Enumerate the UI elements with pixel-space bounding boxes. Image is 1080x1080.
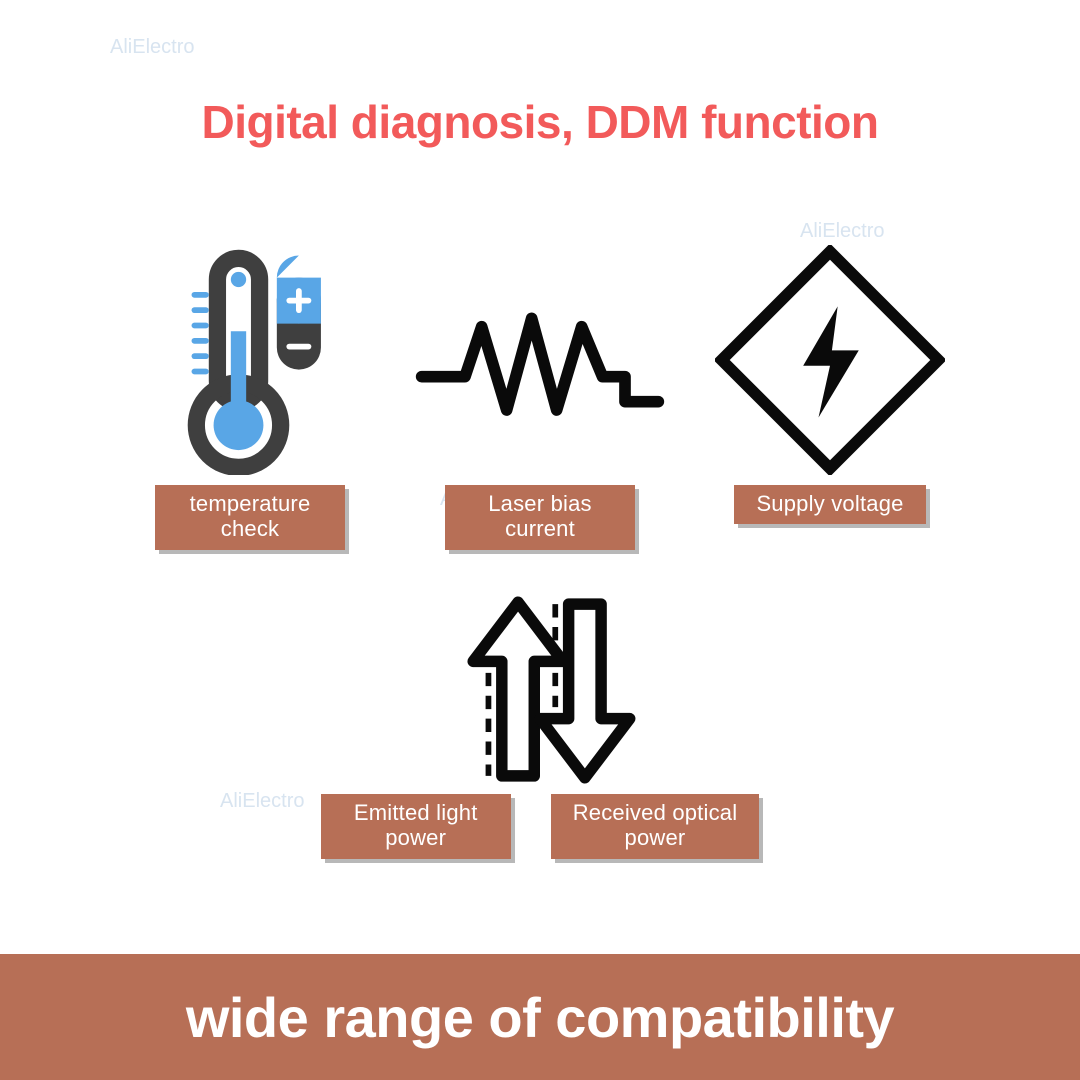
cell-temperature: temperature check — [125, 235, 375, 550]
page-title: Digital diagnosis, DDM function — [0, 95, 1080, 149]
footer-text: wide range of compatibility — [186, 985, 894, 1050]
arrows-icon — [420, 590, 660, 790]
row-bottom: Emitted light power Received optical pow… — [0, 590, 1080, 859]
label-temperature: temperature check — [155, 485, 345, 550]
watermark: AliElectro — [110, 36, 194, 59]
thermometer-icon — [125, 235, 375, 485]
label-laser-bias: Laser bias current — [445, 485, 635, 550]
voltage-icon — [705, 235, 955, 485]
label-emitted: Emitted light power — [321, 794, 511, 859]
cell-voltage: Supply voltage — [705, 235, 955, 524]
label-received: Received optical power — [551, 794, 760, 859]
resistor-icon — [415, 235, 665, 485]
cell-arrows: Emitted light power Received optical pow… — [321, 590, 760, 859]
row-top: temperature check Laser bias current Sup… — [0, 235, 1080, 550]
label-voltage: Supply voltage — [734, 485, 925, 524]
cell-laser-bias: Laser bias current — [415, 235, 665, 550]
footer-bar: wide range of compatibility — [0, 954, 1080, 1080]
